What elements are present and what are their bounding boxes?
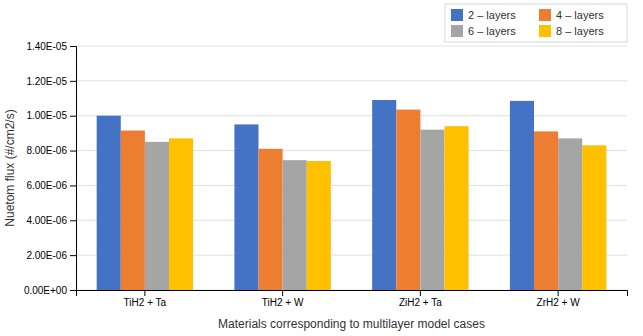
grid-line: [76, 80, 627, 81]
y-tick-mark: [70, 290, 76, 291]
bar: [145, 142, 169, 290]
y-tick-label: 8.00E-06: [26, 145, 67, 156]
y-tick-mark: [70, 255, 76, 256]
bar: [534, 131, 558, 290]
y-tick-label: 1.00E-05: [26, 110, 67, 121]
bar: [420, 130, 444, 290]
y-axis-title: Nuetom flux (#/cm2/s): [3, 109, 17, 226]
y-tick-mark: [70, 46, 76, 47]
bar: [259, 149, 283, 290]
legend-item: 4 – layers: [539, 9, 604, 21]
y-tick: 6.00E-06: [26, 180, 76, 191]
x-tick-mark: [144, 290, 145, 296]
y-tick: 0.00E+00: [24, 285, 76, 296]
legend-frame: [445, 4, 627, 42]
grid-line: [76, 46, 627, 47]
bar: [97, 116, 121, 290]
chart: 0.00E+00 2.00E-06 4.00E-06 6.00E-06 8.00E-06…: [0, 0, 643, 336]
x-tick-mark: [282, 290, 283, 296]
bar: [558, 138, 582, 290]
legend-item: 8 – layers: [539, 25, 604, 37]
legend-label: 4 – layers: [556, 9, 604, 21]
x-tick-mark: [558, 290, 559, 296]
y-tick-mark: [70, 220, 76, 221]
y-tick: 1.00E-05: [26, 110, 76, 121]
legend-swatch: [539, 9, 551, 21]
bar: [444, 126, 468, 290]
x-axis: TiH2 + Ta TiH2 + W ZiH2 + Ta ZrH2 + W: [77, 290, 628, 308]
legend-item: 6 – layers: [451, 25, 516, 37]
bar-series: [121, 110, 558, 290]
x-axis-title: Materials corresponding to multilayer mo…: [218, 317, 485, 331]
x-tick-label: ZrH2 + W: [537, 297, 581, 308]
legend-swatch: [451, 25, 463, 37]
grid-line: [76, 115, 627, 116]
bar: [372, 100, 396, 290]
y-tick-label: 2.00E-06: [26, 250, 67, 261]
y-tick-label: 1.20E-05: [26, 76, 67, 87]
x-tick-label: TiH2 + Ta: [124, 297, 167, 308]
y-tick-mark: [70, 151, 76, 152]
y-tick: 4.00E-06: [26, 215, 76, 226]
bar-series: [145, 130, 582, 290]
x-axis-line: [77, 291, 628, 297]
x-tick-label: ZiH2 + Ta: [399, 297, 442, 308]
y-tick-label: 6.00E-06: [26, 180, 67, 191]
x-tick: TiH2 + Ta: [124, 290, 167, 308]
bar: [307, 161, 331, 290]
bar: [582, 145, 606, 290]
legend-swatch: [539, 25, 551, 37]
y-axis: 0.00E+00 2.00E-06 4.00E-06 6.00E-06 8.00E-06…: [24, 41, 77, 296]
y-tick-label: 4.00E-06: [26, 215, 67, 226]
legend-label: 2 – layers: [468, 9, 516, 21]
bars: [97, 100, 607, 290]
y-tick-mark: [70, 116, 76, 117]
y-tick: 1.40E-05: [26, 41, 76, 52]
bar-series: [97, 100, 534, 290]
legend-label: 6 – layers: [468, 25, 516, 37]
x-tick: ZrH2 + W: [537, 290, 581, 308]
y-tick-label: 1.40E-05: [26, 41, 67, 52]
bar: [283, 160, 307, 290]
legend-item: 2 – layers: [451, 9, 516, 21]
x-tick: ZiH2 + Ta: [399, 290, 442, 308]
x-tick-mark: [420, 290, 421, 296]
x-tick-label: TiH2 + W: [262, 297, 304, 308]
y-tick-mark: [70, 185, 76, 186]
y-tick: 8.00E-06: [26, 145, 76, 156]
x-tick: TiH2 + W: [262, 290, 304, 308]
grid: [76, 46, 627, 290]
bar: [121, 131, 145, 290]
bar: [234, 124, 258, 290]
bar: [396, 110, 420, 290]
bar-series: [169, 126, 606, 290]
y-tick-mark: [70, 81, 76, 82]
y-axis-line: [70, 47, 77, 291]
bar: [510, 101, 534, 290]
y-tick: 2.00E-06: [26, 250, 76, 261]
y-tick: 1.20E-05: [26, 76, 76, 87]
legend: 2 – layers 4 – layers 6 – layers 8 – layers: [445, 4, 627, 42]
bar: [169, 138, 193, 290]
legend-label: 8 – layers: [556, 25, 604, 37]
plot: 0.00E+00 2.00E-06 4.00E-06 6.00E-06 8.00E-06…: [24, 41, 628, 308]
legend-swatch: [451, 9, 463, 21]
y-tick-label: 0.00E+00: [24, 285, 68, 296]
